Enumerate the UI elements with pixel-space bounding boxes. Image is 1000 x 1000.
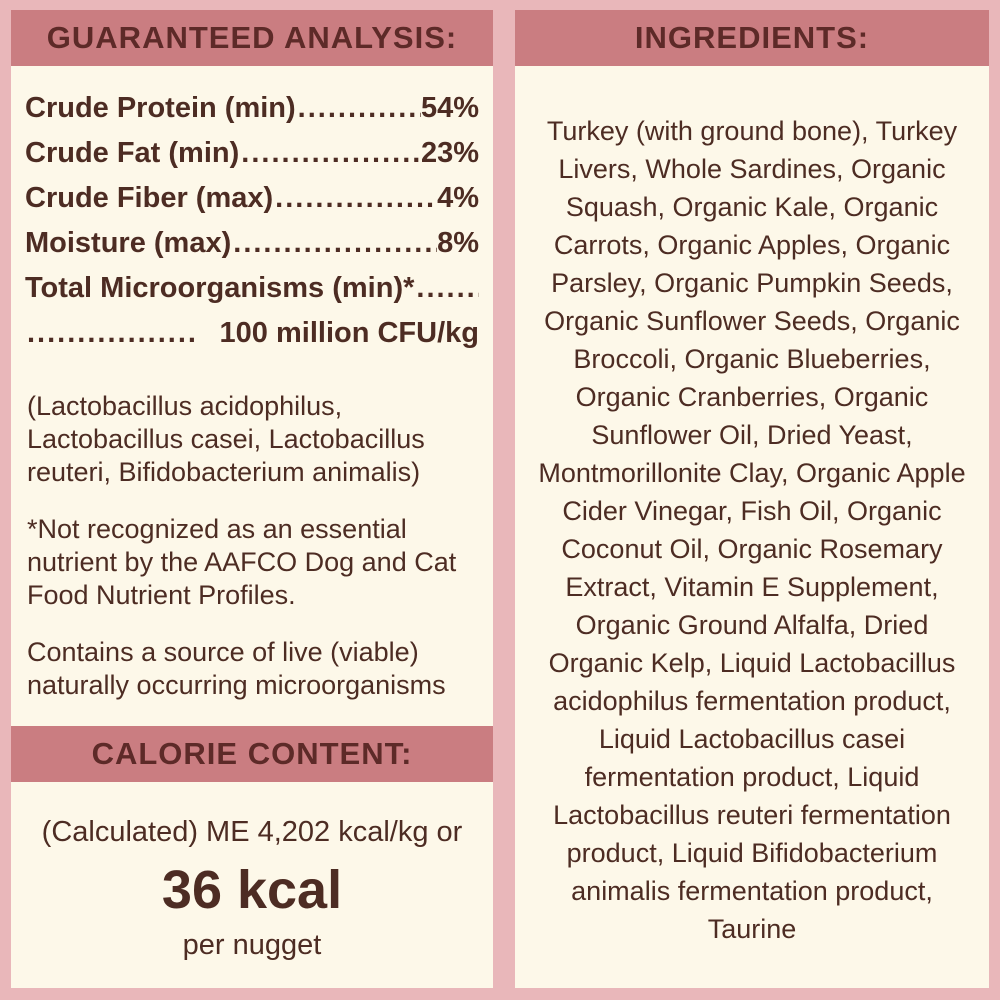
analysis-row-crude-fiber: Crude Fiber (max) ......................… [25,182,479,227]
calorie-me-line: (Calculated) ME 4,202 kcal/kg or [41,816,463,848]
analysis-row-value: 8% [437,227,479,259]
guaranteed-analysis-title: GUARANTEED ANALYSIS: [46,20,458,55]
ingredients-panel: INGREDIENTS: Turkey (with ground bone), … [515,10,989,988]
analysis-rows: Crude Protein (min) ....................… [25,92,479,362]
leader-dots: ........................................… [241,137,421,169]
analysis-row-label: Moisture (max) [25,227,232,259]
analysis-row-label: Crude Protein (min) [25,92,296,124]
calorie-per-unit: per nugget [182,929,322,961]
analysis-row-crude-protein: Crude Protein (min) ....................… [25,92,479,137]
analysis-row-label: Total Microorganisms (min)* [25,272,415,304]
ingredients-text: Turkey (with ground bone), Turkey Livers… [538,116,966,944]
ingredients-body: Turkey (with ground bone), Turkey Livers… [515,66,989,988]
analysis-row-label: Crude Fat (min) [25,137,240,169]
aafco-disclaimer-note: *Not recognized as an essential nutrient… [27,514,457,610]
ingredients-header-band: INGREDIENTS: [515,10,989,66]
leader-dots: ........................................… [275,182,437,214]
analysis-row-label: Crude Fiber (max) [25,182,274,214]
analysis-row-crude-fat: Crude Fat (min) ........................… [25,137,479,182]
analysis-row-value: 4% [437,182,479,214]
analysis-row-value: 54% [420,92,479,124]
calorie-content-header-band: CALORIE CONTENT: [11,726,493,782]
guaranteed-analysis-header-band: GUARANTEED ANALYSIS: [11,10,493,66]
leader-dots: ........................................… [416,272,479,304]
guaranteed-analysis-panel: GUARANTEED ANALYSIS: Crude Protein (min)… [11,10,493,988]
leader-dots: ........................................… [233,227,437,259]
ingredients-title: INGREDIENTS: [634,20,870,55]
viable-microorganisms-note: Contains a source of live (viable) natur… [27,637,446,700]
leader-dots: ........................................… [27,317,198,349]
leader-dots: ........................................… [297,92,421,124]
analysis-row-cfu-value: ........................................… [25,317,479,362]
analysis-row-value: 100 million CFU/kg [219,317,479,349]
analysis-row-value: 23% [420,137,479,169]
probiotic-species-note: (Lactobacillus acidophilus, Lactobacillu… [27,391,425,487]
calorie-kcal-value: 36 kcal [161,860,343,920]
calorie-content-title: CALORIE CONTENT: [91,736,413,771]
guaranteed-analysis-body: Crude Protein (min) ....................… [11,66,493,726]
analysis-row-moisture: Moisture (max) .........................… [25,227,479,272]
calorie-content-body: (Calculated) ME 4,202 kcal/kg or 36 kcal… [11,782,493,988]
analysis-row-total-microorganisms: Total Microorganisms (min)* ............… [25,272,479,317]
